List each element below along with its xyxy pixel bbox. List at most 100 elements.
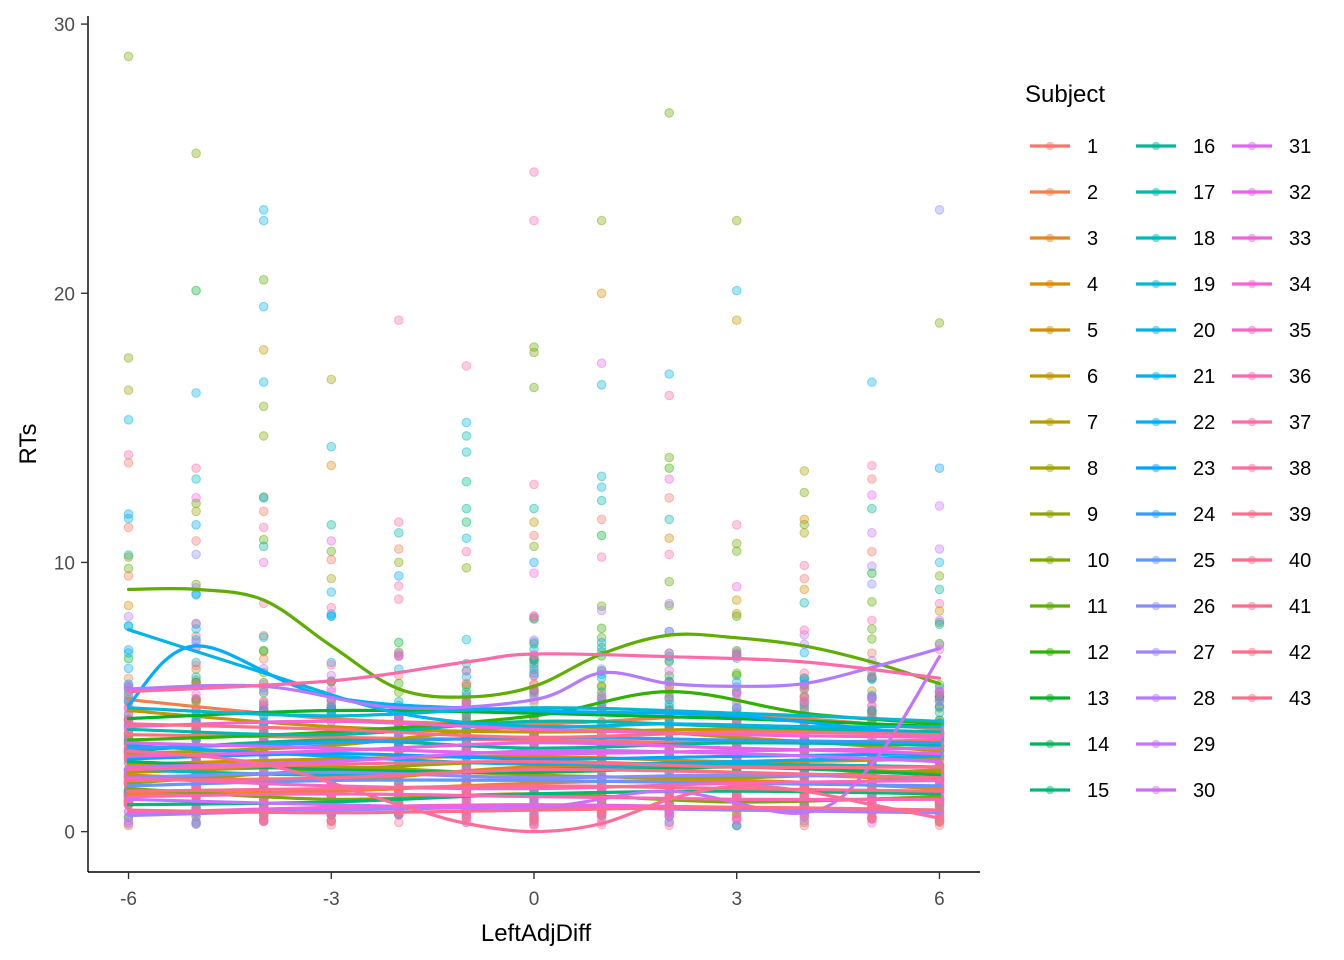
data-point (123, 673, 134, 684)
data-point (461, 431, 472, 441)
data-point (258, 401, 269, 412)
legend-key-point (1151, 555, 1161, 565)
data-point (664, 811, 675, 822)
data-point (258, 696, 269, 707)
data-point (664, 692, 675, 703)
y-axis-title: RTs (15, 424, 42, 465)
y-tick-label: 30 (54, 15, 75, 36)
data-point (191, 285, 201, 296)
data-point (326, 816, 337, 827)
data-point (123, 522, 134, 533)
legend-label: 21 (1193, 366, 1215, 388)
legend-label: 15 (1087, 780, 1109, 802)
data-point (596, 605, 607, 616)
data-point (799, 691, 810, 701)
legend-key-point (1151, 509, 1161, 519)
legend-label: 41 (1289, 596, 1311, 618)
legend-key-point (1045, 417, 1055, 427)
data-point (461, 634, 472, 645)
data-point (191, 660, 201, 671)
data-point (664, 533, 675, 544)
legend-item-34: 34 (1232, 274, 1311, 296)
legend-item-27: 27 (1136, 642, 1215, 664)
data-point (461, 672, 472, 682)
data-point (934, 703, 945, 713)
y-tick-label: 10 (54, 553, 75, 574)
data-point (258, 493, 269, 503)
legend-label: 17 (1193, 182, 1215, 204)
data-point (191, 631, 201, 641)
data-point (529, 637, 539, 647)
data-point (867, 648, 877, 659)
data-point (867, 693, 877, 704)
data-point (867, 818, 877, 828)
data-point (664, 452, 675, 463)
data-point (867, 460, 877, 471)
smooth-lines-layer (126, 587, 942, 834)
data-point (461, 812, 472, 823)
data-point (258, 816, 269, 827)
data-point (529, 814, 539, 824)
data-point (191, 675, 201, 685)
data-point (529, 342, 539, 352)
legend-key-point (1045, 739, 1055, 749)
legend-item-32: 32 (1232, 182, 1311, 204)
legend-key-point (1151, 463, 1161, 473)
data-point (867, 671, 877, 681)
data-point (529, 568, 539, 579)
data-point (123, 611, 134, 622)
data-point (529, 541, 539, 552)
data-point (596, 810, 607, 821)
legend-item-14: 14 (1030, 734, 1109, 756)
series-line-16 (126, 738, 942, 753)
data-point (123, 513, 134, 524)
data-point (799, 598, 810, 608)
data-point (799, 668, 810, 679)
legend-item-17: 17 (1136, 182, 1215, 204)
legend-key-point (1045, 693, 1055, 703)
series-line-41 (126, 767, 942, 783)
data-point (596, 380, 607, 390)
series-line-32 (126, 741, 942, 758)
data-point (596, 682, 607, 693)
data-point (461, 533, 472, 544)
data-point (664, 671, 675, 681)
legend-item-35: 35 (1232, 320, 1311, 342)
data-point (529, 815, 539, 826)
legend-item-26: 26 (1136, 596, 1215, 618)
data-point (799, 697, 810, 707)
legend-label: 9 (1087, 504, 1098, 526)
data-point (596, 358, 607, 369)
data-point (461, 517, 472, 527)
data-point (867, 624, 877, 634)
data-point (123, 653, 134, 664)
data-point (529, 167, 539, 177)
data-point (123, 385, 134, 396)
data-point (596, 810, 607, 821)
data-point (664, 549, 675, 560)
data-point (191, 520, 201, 530)
data-point (326, 815, 337, 826)
data-point (731, 812, 742, 823)
legend-item-37: 37 (1232, 412, 1311, 434)
legend-key-point (1247, 141, 1257, 151)
legend-item-31: 31 (1232, 136, 1311, 158)
data-point (394, 581, 404, 591)
data-point (326, 587, 337, 597)
legend-label: 13 (1087, 688, 1109, 710)
data-point (258, 215, 269, 226)
legend-label: 35 (1289, 320, 1311, 342)
legend-key-point (1247, 601, 1257, 611)
legend-label: 6 (1087, 366, 1098, 388)
data-point (394, 650, 404, 661)
data-point (123, 663, 134, 674)
data-point (326, 536, 337, 546)
legend-label: 40 (1289, 550, 1311, 572)
data-point (191, 388, 201, 398)
legend-key-point (1247, 647, 1257, 657)
legend-label: 3 (1087, 228, 1098, 250)
data-point (326, 699, 337, 710)
data-point (934, 688, 945, 699)
data-point (191, 694, 201, 705)
data-point (529, 819, 539, 829)
